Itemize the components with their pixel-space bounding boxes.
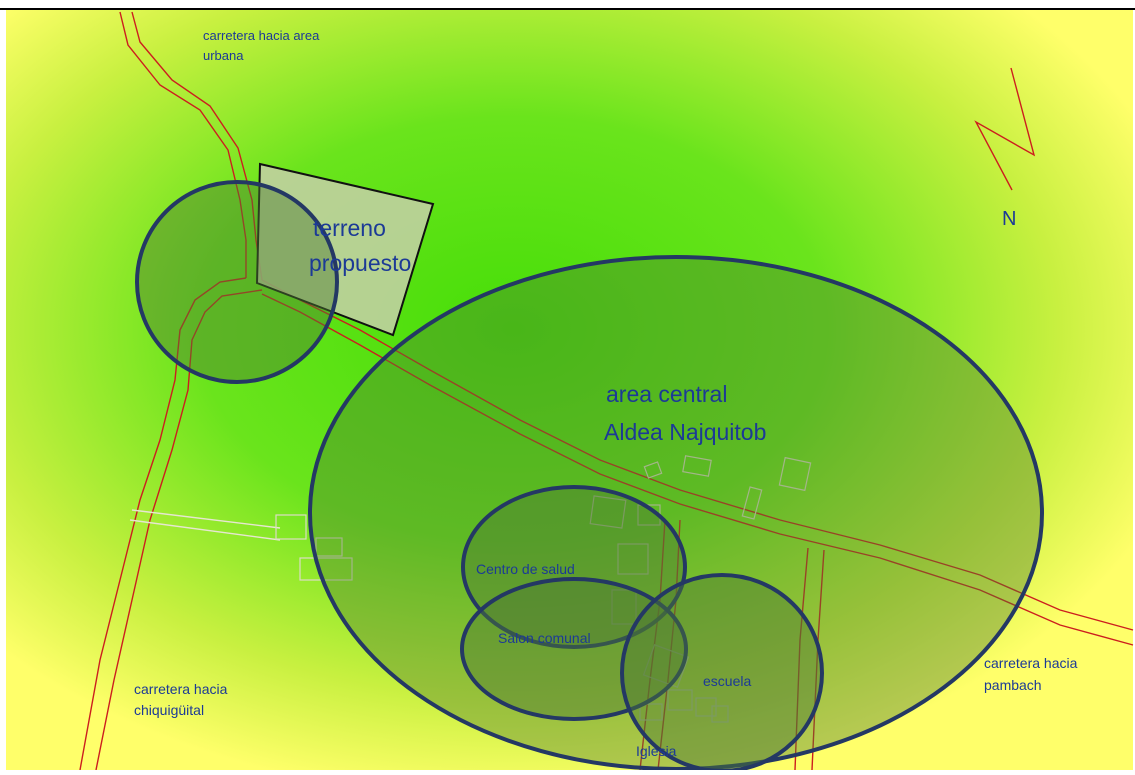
- building: [695, 697, 717, 717]
- zone-central-area: [308, 255, 1044, 771]
- building: [643, 461, 663, 479]
- zone-health-center: [461, 485, 687, 649]
- label-road-urban-line2: urbana: [203, 48, 244, 63]
- label-health-center: Centro de salud: [476, 561, 575, 577]
- label-road-urban-line1: carretera hacia area: [203, 28, 320, 43]
- label-road-pambach-line2: pambach: [984, 677, 1042, 693]
- label-church: Iglesia: [636, 743, 677, 759]
- road-south-1-edge: [657, 519, 681, 771]
- road-west-edge: [95, 289, 263, 771]
- label-central-area-line2: Aldea Najquitob: [604, 419, 766, 445]
- label-central-area-line1: area central: [606, 381, 727, 407]
- road-urban: [119, 11, 247, 278]
- road-south-1: [639, 519, 666, 771]
- building: [741, 486, 763, 520]
- label-school: escuela: [703, 673, 751, 689]
- building: [315, 537, 343, 557]
- map-background: [6, 10, 1133, 770]
- road-east-edge: [261, 293, 1134, 646]
- zone-proposed-site: [135, 180, 339, 384]
- zone-community-hall: [460, 577, 688, 721]
- map-labels: carretera hacia area urbana terreno prop…: [134, 28, 1078, 759]
- road-southwest-a: [131, 509, 281, 529]
- label-road-pambach-line1: carretera hacia: [984, 655, 1078, 671]
- building: [299, 557, 353, 581]
- building: [667, 689, 693, 711]
- building: [682, 455, 712, 477]
- label-proposed-site-line1: terreno: [313, 215, 386, 241]
- label-road-chiquiguital-line1: carretera hacia: [134, 681, 228, 697]
- building: [639, 703, 663, 721]
- building: [611, 589, 637, 625]
- label-road-chiquiguital-line2: chiquigüital: [134, 702, 204, 718]
- road-urban-edge: [131, 11, 263, 281]
- label-community-hall: Salon comunal: [498, 630, 591, 646]
- building: [642, 644, 690, 688]
- north-arrow-icon: [974, 67, 1036, 191]
- influence-zones: [135, 180, 1044, 773]
- building: [275, 514, 307, 540]
- road-east: [261, 279, 1134, 631]
- road-west: [79, 277, 247, 771]
- building: [589, 495, 627, 529]
- label-proposed-site-line2: propuesto: [309, 250, 411, 276]
- road-south-2: [794, 547, 809, 771]
- building: [711, 705, 729, 723]
- road-southwest-b: [129, 519, 281, 541]
- building: [617, 543, 649, 575]
- label-north: N: [1002, 208, 1016, 230]
- building: [778, 456, 812, 492]
